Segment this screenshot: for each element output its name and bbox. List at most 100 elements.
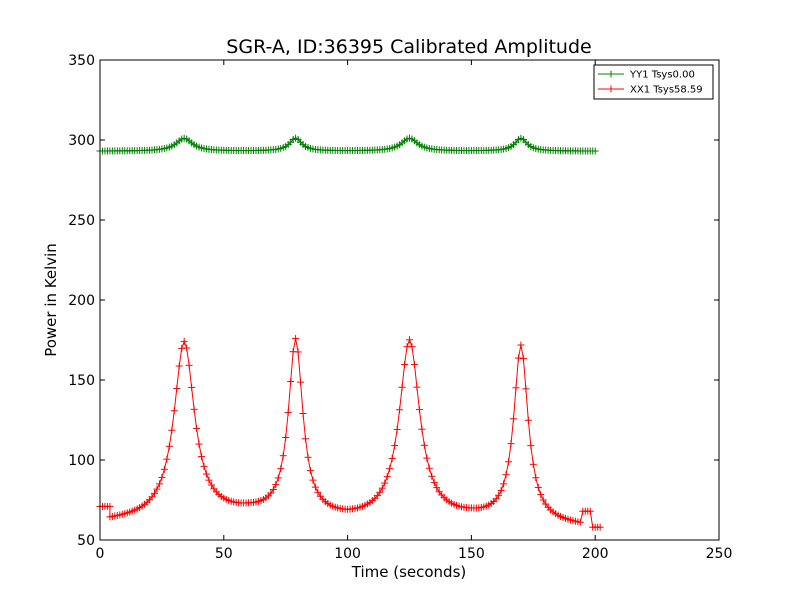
series-1-point xyxy=(302,435,310,443)
series-1-point xyxy=(378,484,386,492)
x-tick-label: 0 xyxy=(96,546,105,562)
series-1-point xyxy=(418,425,426,433)
x-tick-label: 200 xyxy=(582,546,609,562)
series-1-point xyxy=(386,465,394,473)
series-1-point xyxy=(406,336,413,344)
series-1-point xyxy=(529,460,537,468)
series-1-point xyxy=(425,464,433,472)
series-1-point xyxy=(155,480,163,488)
y-tick-label: 250 xyxy=(68,213,95,229)
series-1-point xyxy=(188,383,196,391)
series-1-point xyxy=(168,426,176,434)
series-1-point xyxy=(497,486,505,494)
series-1-point xyxy=(314,488,322,496)
legend-box xyxy=(593,64,714,100)
legend-entry: XX1 Tsys58.59 xyxy=(598,85,703,96)
series-1-point xyxy=(299,410,307,418)
series-1-point xyxy=(267,489,275,497)
series-1-point xyxy=(517,341,525,349)
series-1-point xyxy=(524,416,532,424)
series-1-point xyxy=(163,455,171,463)
series-1-point xyxy=(376,488,384,496)
y-tick-label: 150 xyxy=(68,373,95,389)
series-1-point xyxy=(391,442,399,450)
series-1-point xyxy=(269,485,277,493)
series-1-connector xyxy=(589,511,594,528)
series-1-point xyxy=(393,425,401,433)
series-1-point xyxy=(413,383,421,391)
series-1-point xyxy=(207,481,215,489)
series-1-point xyxy=(160,465,168,473)
series-1-point xyxy=(279,452,287,460)
series-1-point xyxy=(198,453,206,461)
series-1-point xyxy=(539,496,547,504)
series-0-point xyxy=(591,147,599,155)
x-axis-label: Time (seconds) xyxy=(351,563,467,581)
series-1-point xyxy=(532,474,540,482)
series-1-point xyxy=(272,481,280,489)
series-1-point xyxy=(205,476,213,484)
series-1-point xyxy=(202,470,210,478)
series-1-point xyxy=(383,473,391,481)
y-tick-label: 50 xyxy=(77,533,95,549)
series-1-point xyxy=(282,433,290,441)
series-1-point xyxy=(420,441,428,449)
series-1-point xyxy=(292,335,300,343)
series-1-point xyxy=(381,479,389,487)
series-1-point xyxy=(514,354,522,362)
series-1-point xyxy=(150,489,158,497)
series-1-point xyxy=(519,355,527,363)
x-tick-label: 100 xyxy=(334,546,361,562)
series-1-point xyxy=(396,406,404,414)
y-tick-label: 200 xyxy=(68,293,95,309)
series-1-point xyxy=(180,337,188,345)
series-1-point xyxy=(173,385,181,393)
series-1-point xyxy=(311,483,319,491)
legend-label: XX1 Tsys58.59 xyxy=(630,85,703,96)
series-1-point xyxy=(430,479,438,487)
series-1-point xyxy=(306,467,314,475)
series-1-point xyxy=(423,454,431,462)
series-1-point xyxy=(153,485,161,493)
series-1-point xyxy=(502,471,510,479)
series-1-point xyxy=(433,484,441,492)
x-tick-label: 250 xyxy=(706,546,733,562)
series-1-point xyxy=(294,348,302,356)
series-1-point xyxy=(148,493,156,501)
series-1-point xyxy=(507,440,515,448)
series-1-point xyxy=(277,465,285,473)
series-1-point xyxy=(287,378,295,386)
series-1-point xyxy=(304,453,312,461)
series-1-point xyxy=(185,361,193,369)
plot-frame xyxy=(99,59,720,541)
series-1-point xyxy=(401,361,409,369)
series-1-point xyxy=(505,458,513,466)
series-1-point xyxy=(274,474,282,482)
series-1-point xyxy=(408,343,416,351)
series-1-point xyxy=(175,362,183,370)
series-1-point xyxy=(297,378,305,386)
y-tick-label: 100 xyxy=(68,453,95,469)
plot-area xyxy=(96,134,604,531)
series-1-point xyxy=(522,385,530,393)
series-1-point xyxy=(534,483,542,491)
series-1-point xyxy=(200,462,208,470)
series-1-point xyxy=(410,360,418,368)
series-1-point xyxy=(193,424,201,432)
series-1-point xyxy=(495,491,503,499)
legend-entry: YY1 Tsys0.00 xyxy=(598,70,695,81)
series-1-point xyxy=(158,473,166,481)
y-tick-label: 300 xyxy=(68,133,95,149)
series-1-point xyxy=(492,495,500,503)
series-1-point xyxy=(509,415,517,423)
chart-title: SGR-A, ID:36395 Calibrated Amplitude xyxy=(226,36,591,58)
x-tick-label: 150 xyxy=(458,546,485,562)
series-1-point xyxy=(309,476,317,484)
series-1-point xyxy=(596,523,604,531)
legend-label: YY1 Tsys0.00 xyxy=(629,70,695,81)
legend: YY1 Tsys0.00 XX1 Tsys58.59 xyxy=(593,64,714,100)
series-1-point xyxy=(527,442,535,450)
series-1-point xyxy=(190,405,198,413)
